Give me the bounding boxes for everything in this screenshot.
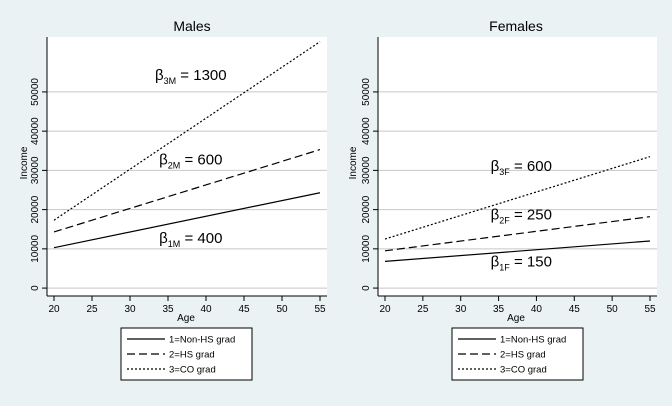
plot-area bbox=[47, 37, 327, 296]
legend-label: 2=HS grad bbox=[500, 350, 546, 361]
y-axis-label: Income bbox=[19, 146, 30, 179]
x-tick-label: 40 bbox=[531, 304, 543, 315]
y-tick-label: 40000 bbox=[30, 117, 41, 145]
x-tick-label: 55 bbox=[644, 304, 656, 315]
x-tick-label: 25 bbox=[86, 304, 98, 315]
beta-annotation: β3F = 600 bbox=[491, 158, 552, 177]
y-axis-label: Income bbox=[348, 146, 359, 179]
y-tick-label: 50000 bbox=[30, 78, 41, 106]
beta-annotation: β2M = 600 bbox=[159, 152, 222, 171]
x-tick-label: 20 bbox=[379, 304, 391, 315]
x-tick-label: 25 bbox=[417, 304, 429, 315]
panel-males: Males Income Age 0 10000 20000 30000 40000 50… bbox=[19, 18, 327, 381]
y-tick-label: 20000 bbox=[30, 195, 41, 223]
plot-area bbox=[378, 37, 657, 296]
y-tick-label: 30000 bbox=[30, 156, 41, 184]
chart-title: Females bbox=[489, 18, 543, 34]
series-line bbox=[53, 41, 321, 221]
series-line bbox=[53, 149, 321, 233]
y-tick-label: 50000 bbox=[361, 78, 372, 106]
beta-annotation: β3M = 1300 bbox=[155, 67, 227, 86]
y-tick-label: 0 bbox=[30, 285, 41, 291]
y-tick-label: 30000 bbox=[361, 156, 372, 184]
y-tick-label: 0 bbox=[361, 285, 372, 291]
legend-label: 3=CO grad bbox=[500, 365, 547, 376]
x-tick-label: 45 bbox=[569, 304, 581, 315]
x-tick-label: 45 bbox=[238, 304, 250, 315]
legend: 1=Non-HS grad 2=HS grad 3=CO grad bbox=[120, 327, 253, 381]
beta-annotation: β2F = 250 bbox=[491, 206, 552, 225]
beta-annotation: β1M = 400 bbox=[159, 230, 222, 249]
x-tick-label: 40 bbox=[200, 304, 212, 315]
x-tick-label: 55 bbox=[314, 304, 326, 315]
x-tick-label: 50 bbox=[276, 304, 288, 315]
series-line bbox=[384, 240, 651, 262]
series-line bbox=[384, 216, 651, 252]
series-line bbox=[53, 192, 321, 249]
legend-label: 2=HS grad bbox=[169, 350, 215, 361]
x-axis-label: Age bbox=[177, 313, 195, 324]
y-tick-label: 20000 bbox=[361, 195, 372, 223]
x-axis-label: Age bbox=[507, 313, 525, 324]
x-tick-label: 35 bbox=[162, 304, 174, 315]
legend-label: 3=CO grad bbox=[169, 365, 216, 376]
beta-annotation: β1F = 150 bbox=[491, 254, 552, 273]
chart-title: Males bbox=[173, 18, 210, 34]
legend: 1=Non-HS grad 2=HS grad 3=CO grad bbox=[451, 327, 584, 381]
y-tick-label: 10000 bbox=[361, 235, 372, 263]
x-tick-label: 50 bbox=[607, 304, 619, 315]
x-tick-label: 35 bbox=[493, 304, 505, 315]
y-tick-label: 40000 bbox=[361, 117, 372, 145]
x-tick-label: 30 bbox=[455, 304, 467, 315]
legend-label: 1=Non-HS grad bbox=[500, 335, 566, 346]
y-tick-label: 10000 bbox=[30, 235, 41, 263]
x-tick-label: 30 bbox=[124, 304, 136, 315]
panel-females: Females Income Age 0 10000 20000 30000 40000… bbox=[348, 18, 657, 381]
legend-label: 1=Non-HS grad bbox=[169, 335, 235, 346]
x-tick-label: 20 bbox=[48, 304, 60, 315]
